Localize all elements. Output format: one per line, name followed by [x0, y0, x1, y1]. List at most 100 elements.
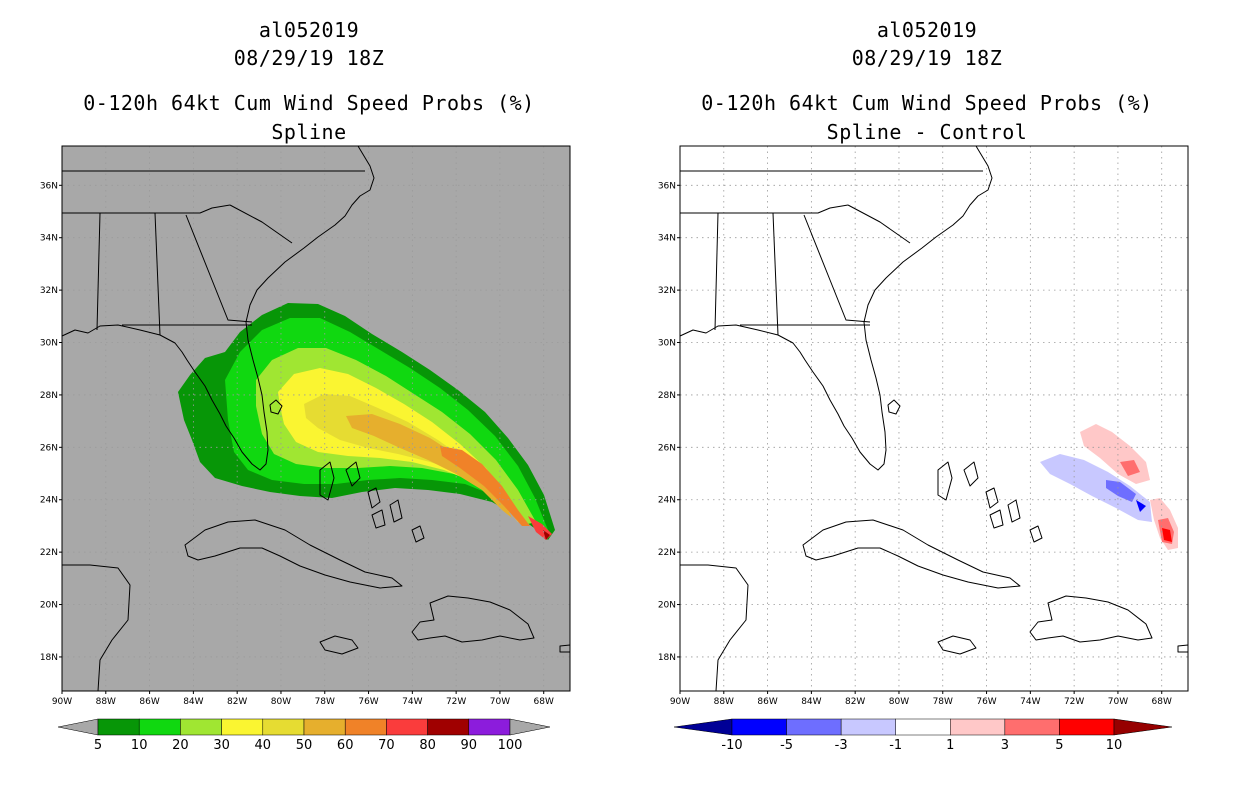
- colorbar-label: 90: [461, 738, 478, 753]
- lon-tick-label: 74W: [402, 697, 422, 707]
- lat-tick-label: 30N: [658, 339, 676, 349]
- lat-tick-label: 32N: [658, 286, 676, 296]
- date-title: 08/29/19 18Z: [233, 46, 385, 70]
- colorbar-swatch: [344, 718, 387, 736]
- lat-tick-label: 20N: [658, 601, 676, 611]
- lat-tick-label: 20N: [40, 601, 58, 611]
- lon-tick-label: 70W: [490, 697, 510, 707]
- product-title: 0-120h 64kt Cum Wind Speed Probs (%): [83, 91, 535, 115]
- bahamas-island: [1029, 525, 1043, 543]
- lon-tick-label: 82W: [227, 697, 247, 707]
- colorbar-label: 5: [94, 738, 102, 753]
- grid-lines: [62, 146, 570, 691]
- colorbar-swatch: [468, 718, 511, 736]
- difference-contour: [1040, 454, 1152, 522]
- map-frame: [679, 145, 1189, 692]
- bahamas-island: [319, 461, 335, 501]
- colorbar-label: 10: [131, 738, 148, 753]
- spline-panel: al052019 08/29/19 18Z 0-120h 64kt Cum Wi…: [40, 18, 571, 753]
- lat-tick-label: 22N: [658, 548, 676, 558]
- lat-tick-label: 36N: [658, 181, 676, 191]
- yucatan-coastline: [62, 564, 131, 692]
- colorbar-label: -3: [835, 738, 848, 753]
- colorbar-label: 60: [337, 738, 354, 753]
- lon-tick-label: 76W: [358, 697, 378, 707]
- colorbar-label: -10: [721, 738, 742, 753]
- cuba-coastline: [184, 519, 403, 589]
- difference-contour: [1120, 460, 1140, 476]
- lat-tick-label: 30N: [40, 339, 58, 349]
- lon-tick-label: 76W: [976, 697, 996, 707]
- colorbar-swatch: [731, 718, 787, 736]
- grid-lines: [680, 146, 1188, 691]
- colorbar-label: 3: [1001, 738, 1009, 753]
- us-coastline: [61, 145, 375, 471]
- colorbar-label: 1: [946, 738, 954, 753]
- lon-tick-label: 74W: [1020, 697, 1040, 707]
- hispaniola-coastline: [1029, 595, 1153, 643]
- colorbar-left-arrow: [673, 718, 733, 736]
- colorbar: -10 -5 -3 -1 1 3 5 10: [673, 718, 1173, 753]
- map-area: 90W 88W 86W 84W 82W 80W 78W 76W 74W 72W 70W 68W 18N 2…: [40, 145, 571, 707]
- colorbar-swatch: [840, 718, 896, 736]
- colorbar-swatch: [1004, 718, 1060, 736]
- lon-tick-label: 84W: [801, 697, 821, 707]
- us-coastline: [679, 145, 993, 471]
- colorbar-label: 100: [498, 738, 523, 753]
- storm-id-title: al052019: [876, 18, 978, 42]
- coastlines: [61, 145, 571, 692]
- bahamas-island: [345, 461, 361, 487]
- colorbar-label: 5: [1055, 738, 1063, 753]
- lake-okeechobee: [269, 399, 283, 415]
- lon-tick-label: 82W: [845, 697, 865, 707]
- map-frame: [61, 145, 571, 692]
- lat-tick-label: 24N: [40, 496, 58, 506]
- difference-panel: al052019 08/29/19 18Z 0-120h 64kt Cum Wi…: [618, 0, 1236, 800]
- lon-tick-label: 90W: [670, 697, 690, 707]
- colorbar-swatch: [303, 718, 346, 736]
- bahamas-island: [1007, 499, 1021, 523]
- bahamas-island: [985, 487, 999, 509]
- lon-tick-label: 84W: [183, 697, 203, 707]
- state-border: [154, 212, 161, 336]
- date-title: 08/29/19 18Z: [851, 46, 1003, 70]
- colorbar-label: 70: [378, 738, 395, 753]
- jamaica-coastline: [937, 635, 977, 655]
- lon-tick-label: 88W: [714, 697, 734, 707]
- colorbar: 5 10 20 30 40 50 60 70 80 90 100: [57, 718, 551, 753]
- colorbar-swatch: [427, 718, 470, 736]
- lake-okeechobee: [887, 399, 901, 415]
- colorbar-label: 30: [213, 738, 230, 753]
- colorbar-swatch: [386, 718, 428, 736]
- lat-tick-label: 34N: [40, 234, 58, 244]
- bahamas-island: [371, 509, 386, 529]
- product-title: 0-120h 64kt Cum Wind Speed Probs (%): [701, 91, 1153, 115]
- state-border: [847, 204, 911, 244]
- difference-contour: [1106, 480, 1136, 502]
- colorbar-label: 10: [1106, 738, 1123, 753]
- lon-tick-label: 80W: [889, 697, 909, 707]
- lon-tick-label: 78W: [933, 697, 953, 707]
- lon-tick-label: 88W: [96, 697, 116, 707]
- cuba-coastline: [802, 519, 1021, 589]
- bahamas-island: [367, 487, 381, 509]
- colorbar-label: 50: [296, 738, 313, 753]
- bahamas-island: [963, 461, 979, 487]
- difference-contours: [1040, 424, 1178, 550]
- colorbar-swatch: [786, 718, 842, 736]
- map-area: 90W 88W 86W 84W 82W 80W 78W 76W 74W 72W 70W 68W 18N 2…: [658, 145, 1189, 707]
- lat-tick-label: 18N: [658, 653, 676, 663]
- colorbar-label: 40: [255, 738, 272, 753]
- bahamas-island: [937, 461, 953, 501]
- lat-tick-label: 18N: [40, 653, 58, 663]
- state-border: [62, 204, 231, 214]
- lat-tick-label: 28N: [658, 391, 676, 401]
- lon-tick-label: 72W: [1064, 697, 1084, 707]
- spline-map: 90W 88W 86W 84W 82W 80W 78W 76W 74W 72W 70W 68W 18N 2…: [40, 145, 571, 753]
- map-background: [680, 146, 1188, 691]
- colorbar-right-arrow: [509, 718, 551, 736]
- lat-tick-label: 24N: [658, 496, 676, 506]
- yucatan-coastline: [680, 564, 749, 692]
- colorbar-swatch: [138, 718, 181, 736]
- lon-tick-label: 86W: [139, 697, 159, 707]
